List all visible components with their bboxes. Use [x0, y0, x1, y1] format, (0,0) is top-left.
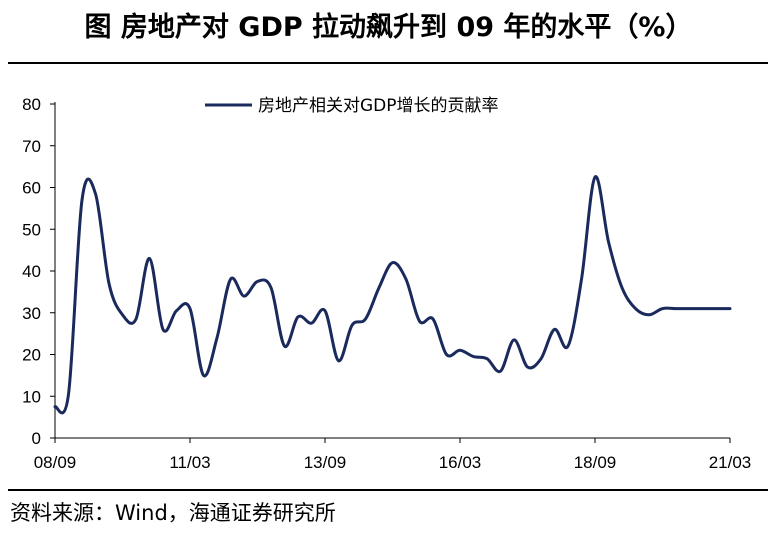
y-tick-label: 80: [22, 95, 41, 114]
legend-label: 房地产相关对GDP增长的贡献率: [258, 96, 499, 116]
y-tick-label: 10: [22, 387, 41, 406]
axes: [54, 102, 730, 439]
x-tick-label: 13/09: [304, 453, 347, 472]
x-axis-ticks: 08/09 11/03 13/09 16/03 18/09 21/03: [34, 438, 752, 472]
y-tick-label: 30: [22, 304, 41, 323]
y-tick-label: 0: [32, 429, 41, 448]
y-tick-label: 20: [22, 346, 41, 365]
chart-area: 0 10 20 30 40 50 60 70 80 08/09 11/03 13/09 16/03 18…: [22, 95, 752, 472]
y-tick-label: 70: [22, 137, 41, 156]
x-tick-label: 16/03: [439, 453, 482, 472]
series-line: [53, 175, 732, 415]
x-tick-label: 11/03: [169, 453, 210, 472]
series-group: [53, 175, 732, 415]
y-tick-label: 50: [22, 220, 41, 239]
chart-title: 图 房地产对 GDP 拉动飙升到 09 年的水平（%）: [84, 12, 693, 43]
y-tick-label: 40: [22, 262, 41, 281]
legend: 房地产相关对GDP增长的贡献率: [205, 96, 499, 116]
bottom-rule: [8, 489, 768, 491]
y-tick-label: 60: [22, 179, 41, 198]
y-axis-ticks: 0 10 20 30 40 50 60 70 80: [22, 95, 55, 448]
x-tick-label: 08/09: [34, 453, 77, 472]
top-rule: [8, 62, 768, 64]
source-note: 资料来源：Wind，海通证券研究所: [10, 501, 336, 525]
x-tick-label: 21/03: [709, 453, 752, 472]
x-tick-label: 18/09: [574, 453, 617, 472]
